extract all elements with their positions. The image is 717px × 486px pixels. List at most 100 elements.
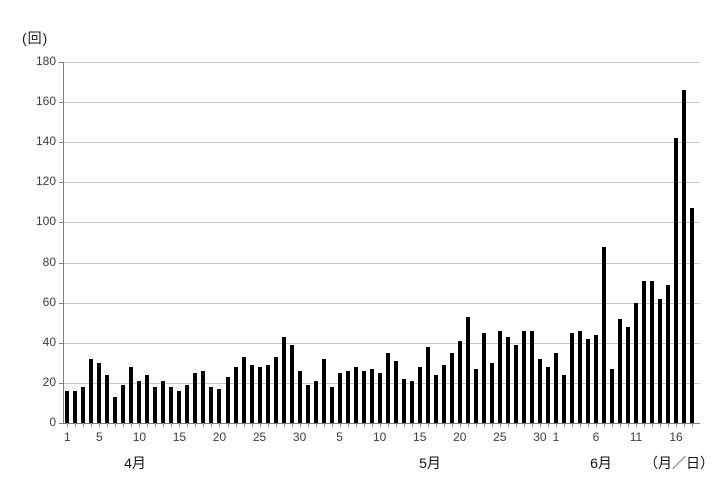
x-tick-6/16 — [676, 424, 678, 427]
month-label-3: 6月 — [590, 455, 612, 471]
x-tick-4/24 — [251, 424, 253, 427]
x-tick-5/22 — [475, 424, 477, 427]
x-tick-6/6 — [595, 424, 597, 427]
gridline-120 — [63, 182, 700, 184]
y-tick-140 — [59, 142, 63, 144]
bar-4/25 — [257, 366, 262, 423]
x-tick-5/18 — [443, 424, 445, 427]
y-tick-label-40: 40 — [42, 334, 56, 349]
y-tick-0 — [59, 423, 63, 424]
bar-6/5 — [585, 338, 590, 423]
gridline-80 — [63, 262, 700, 264]
bar-4/19 — [209, 386, 214, 423]
x-day-label-5/20: 20 — [453, 430, 467, 444]
y-tick-label-60: 60 — [42, 294, 56, 309]
gridline-100 — [63, 222, 700, 224]
bar-4/26 — [265, 364, 270, 423]
x-tick-5/29 — [531, 424, 533, 427]
bar-6/13 — [650, 280, 655, 423]
x-tick-5/19 — [451, 424, 453, 427]
bar-5/1 — [305, 384, 310, 423]
x-tick-4/25 — [259, 424, 261, 427]
x-tick-6/5 — [587, 424, 589, 427]
x-day-label-4/1: 1 — [63, 430, 71, 444]
gridline-40 — [63, 342, 700, 344]
x-day-label-4/5: 5 — [95, 430, 103, 444]
y-tick-40 — [59, 342, 63, 344]
bar-6/15 — [666, 284, 671, 423]
y-tick-label-160: 160 — [35, 94, 56, 109]
y-tick-100 — [59, 222, 63, 224]
x-tick-6/14 — [660, 424, 662, 427]
bar-6/17 — [682, 90, 687, 423]
x-tick-4/26 — [267, 424, 269, 427]
bar-5/16 — [425, 346, 430, 423]
x-tick-4/27 — [275, 424, 277, 427]
bar-6/2 — [561, 374, 566, 423]
month-label-1: 4月 — [124, 455, 146, 471]
x-tick-4/9 — [131, 424, 133, 427]
bar-5/11 — [385, 352, 390, 423]
bar-5/18 — [441, 364, 446, 423]
x-day-label-4/10: 10 — [132, 430, 147, 444]
x-tick-6/18 — [692, 424, 694, 427]
bar-4/8 — [121, 384, 126, 423]
bar-6/8 — [609, 368, 614, 423]
bar-5/3 — [321, 358, 326, 423]
bar-5/22 — [473, 368, 478, 423]
y-tick-label-20: 20 — [42, 374, 56, 389]
bar-5/27 — [513, 344, 518, 423]
x-tick-4/3 — [83, 424, 85, 427]
x-day-label-6/6: 6 — [592, 430, 600, 444]
x-tick-5/11 — [387, 424, 389, 427]
x-tick-6/9 — [619, 424, 621, 427]
bar-6/7 — [601, 246, 606, 423]
bar-5/15 — [417, 366, 422, 423]
x-axis-line — [59, 423, 700, 424]
gridline-160 — [63, 102, 700, 104]
bar-6/6 — [593, 334, 598, 423]
x-tick-4/5 — [99, 424, 101, 427]
x-tick-4/4 — [91, 424, 93, 427]
bar-5/14 — [409, 380, 414, 423]
x-tick-4/16 — [187, 424, 189, 427]
x-tick-4/28 — [283, 424, 285, 427]
bar-4/10 — [137, 380, 142, 423]
y-tick-label-140: 140 — [35, 134, 56, 149]
bar-5/29 — [529, 330, 534, 423]
x-tick-4/19 — [211, 424, 213, 427]
bar-4/3 — [81, 386, 86, 423]
y-tick-60 — [59, 302, 63, 304]
x-tick-6/7 — [603, 424, 605, 427]
bar-4/1 — [65, 390, 70, 423]
bar-5/6 — [345, 370, 350, 423]
bar-5/8 — [361, 370, 366, 423]
x-day-label-6/16: 16 — [669, 430, 683, 444]
bar-5/4 — [329, 386, 334, 423]
bar-5/21 — [465, 316, 470, 423]
x-day-label-4/20: 20 — [212, 430, 227, 444]
x-tick-4/14 — [171, 424, 173, 427]
x-tick-6/3 — [571, 424, 573, 427]
x-tick-5/14 — [411, 424, 413, 427]
y-tick-label-120: 120 — [35, 174, 56, 189]
bar-4/2 — [73, 390, 78, 423]
x-tick-6/11 — [636, 424, 637, 427]
x-tick-4/13 — [163, 424, 165, 427]
bar-6/14 — [658, 298, 663, 423]
x-tick-5/5 — [339, 424, 341, 427]
x-tick-6/10 — [628, 424, 629, 427]
bar-6/18 — [690, 208, 695, 423]
x-day-label-6/11: 11 — [629, 430, 643, 444]
x-tick-5/16 — [427, 424, 429, 427]
y-axis-line — [63, 62, 64, 424]
x-tick-5/10 — [379, 424, 381, 427]
y-tick-160 — [59, 102, 63, 104]
bar-6/10 — [626, 326, 630, 423]
x-tick-5/6 — [347, 424, 349, 427]
bar-4/15 — [177, 390, 182, 423]
x-tick-4/22 — [235, 424, 237, 427]
bar-4/27 — [273, 356, 278, 423]
x-tick-5/23 — [483, 424, 485, 427]
x-tick-5/31 — [547, 424, 549, 427]
